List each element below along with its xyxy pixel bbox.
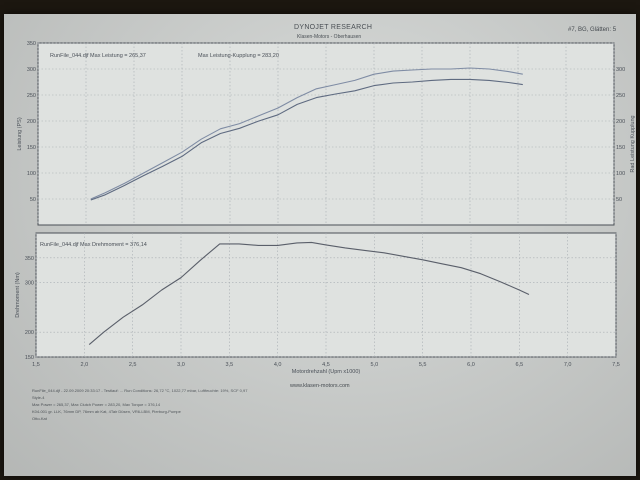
report-subtitle: Klasen-Motors - Oberhausen: [297, 34, 362, 40]
x-tick-label: 6,5: [516, 362, 524, 368]
x-tick-label: 7,0: [564, 362, 572, 368]
y-tick-label: 150: [27, 145, 36, 151]
y-tick-label: 250: [27, 93, 36, 99]
y-tick-label: 200: [27, 119, 36, 125]
x-tick-label: 6,0: [467, 362, 475, 368]
x-tick-label: 2,5: [129, 362, 137, 368]
x-tick-label: 4,5: [322, 362, 330, 368]
x-tick-label: 1,5: [32, 362, 40, 368]
y-tick-label-right: 250: [616, 93, 625, 99]
y-axis-label: Leistung (PS): [17, 117, 23, 150]
footer-line: Otto-Kat: [32, 416, 47, 421]
y-tick-label-right: 150: [616, 145, 625, 151]
annotation-max-torque: RunFile_044.djf Max Drehmoment = 376,14: [40, 242, 147, 248]
y-tick-label-right: 300: [616, 67, 625, 73]
x-tick-label: 7,5: [612, 362, 620, 368]
y-tick-label: 150: [25, 355, 34, 361]
y-tick-label: 100: [27, 171, 36, 177]
y-tick-label: 350: [25, 256, 34, 262]
y-axis-label-right: Rad Leistung Kupplung: [630, 115, 636, 172]
y-tick-label: 300: [27, 67, 36, 73]
y-tick-label: 50: [30, 197, 36, 203]
plot-area: [35, 232, 617, 358]
series-line: [90, 78, 523, 201]
footer-line: K04-001 gr. LLK, 76mm DP, 76mm ab Kat, 4…: [32, 409, 181, 414]
website-url: www.klasen-motors.com: [290, 383, 350, 389]
footer-line: Max Power = 265,37, Max Clutch Power = 2…: [32, 402, 161, 407]
series-line: [88, 241, 530, 346]
x-axis-label: Motordrehzahl (Upm x1000): [292, 369, 361, 375]
y-tick-label: 350: [27, 41, 36, 47]
smoothing-label: #7, BG, Glätten: 5: [568, 27, 617, 33]
x-tick-label: 5,5: [419, 362, 427, 368]
y-tick-label: 300: [25, 281, 34, 287]
annotation-max-power: RunFile_044.djf Max Leistung = 265,37: [50, 53, 146, 59]
footer-line: RunFile_044.djf - 22.09.2009 20:33:17 - …: [32, 388, 248, 393]
y-tick-label-right: 100: [616, 171, 625, 177]
x-tick-label: 3,5: [226, 362, 234, 368]
x-tick-label: 3,0: [177, 362, 185, 368]
y-tick-label-right: 200: [616, 119, 625, 125]
y-axis-label: Drehmoment (Nm): [15, 272, 21, 318]
y-tick-label: 200: [25, 330, 34, 336]
series-line: [90, 67, 523, 200]
x-tick-label: 4,0: [274, 362, 282, 368]
annotation-max-clutch-power: Max Leistung-Kupplung = 283,20: [198, 53, 279, 59]
report-title: DYNOJET RESEARCH: [294, 24, 373, 31]
y-tick-label-right: 50: [616, 197, 622, 203]
x-tick-label: 5,0: [371, 362, 379, 368]
footer-line: Style-4: [32, 395, 45, 400]
x-tick-label: 2,0: [81, 362, 89, 368]
